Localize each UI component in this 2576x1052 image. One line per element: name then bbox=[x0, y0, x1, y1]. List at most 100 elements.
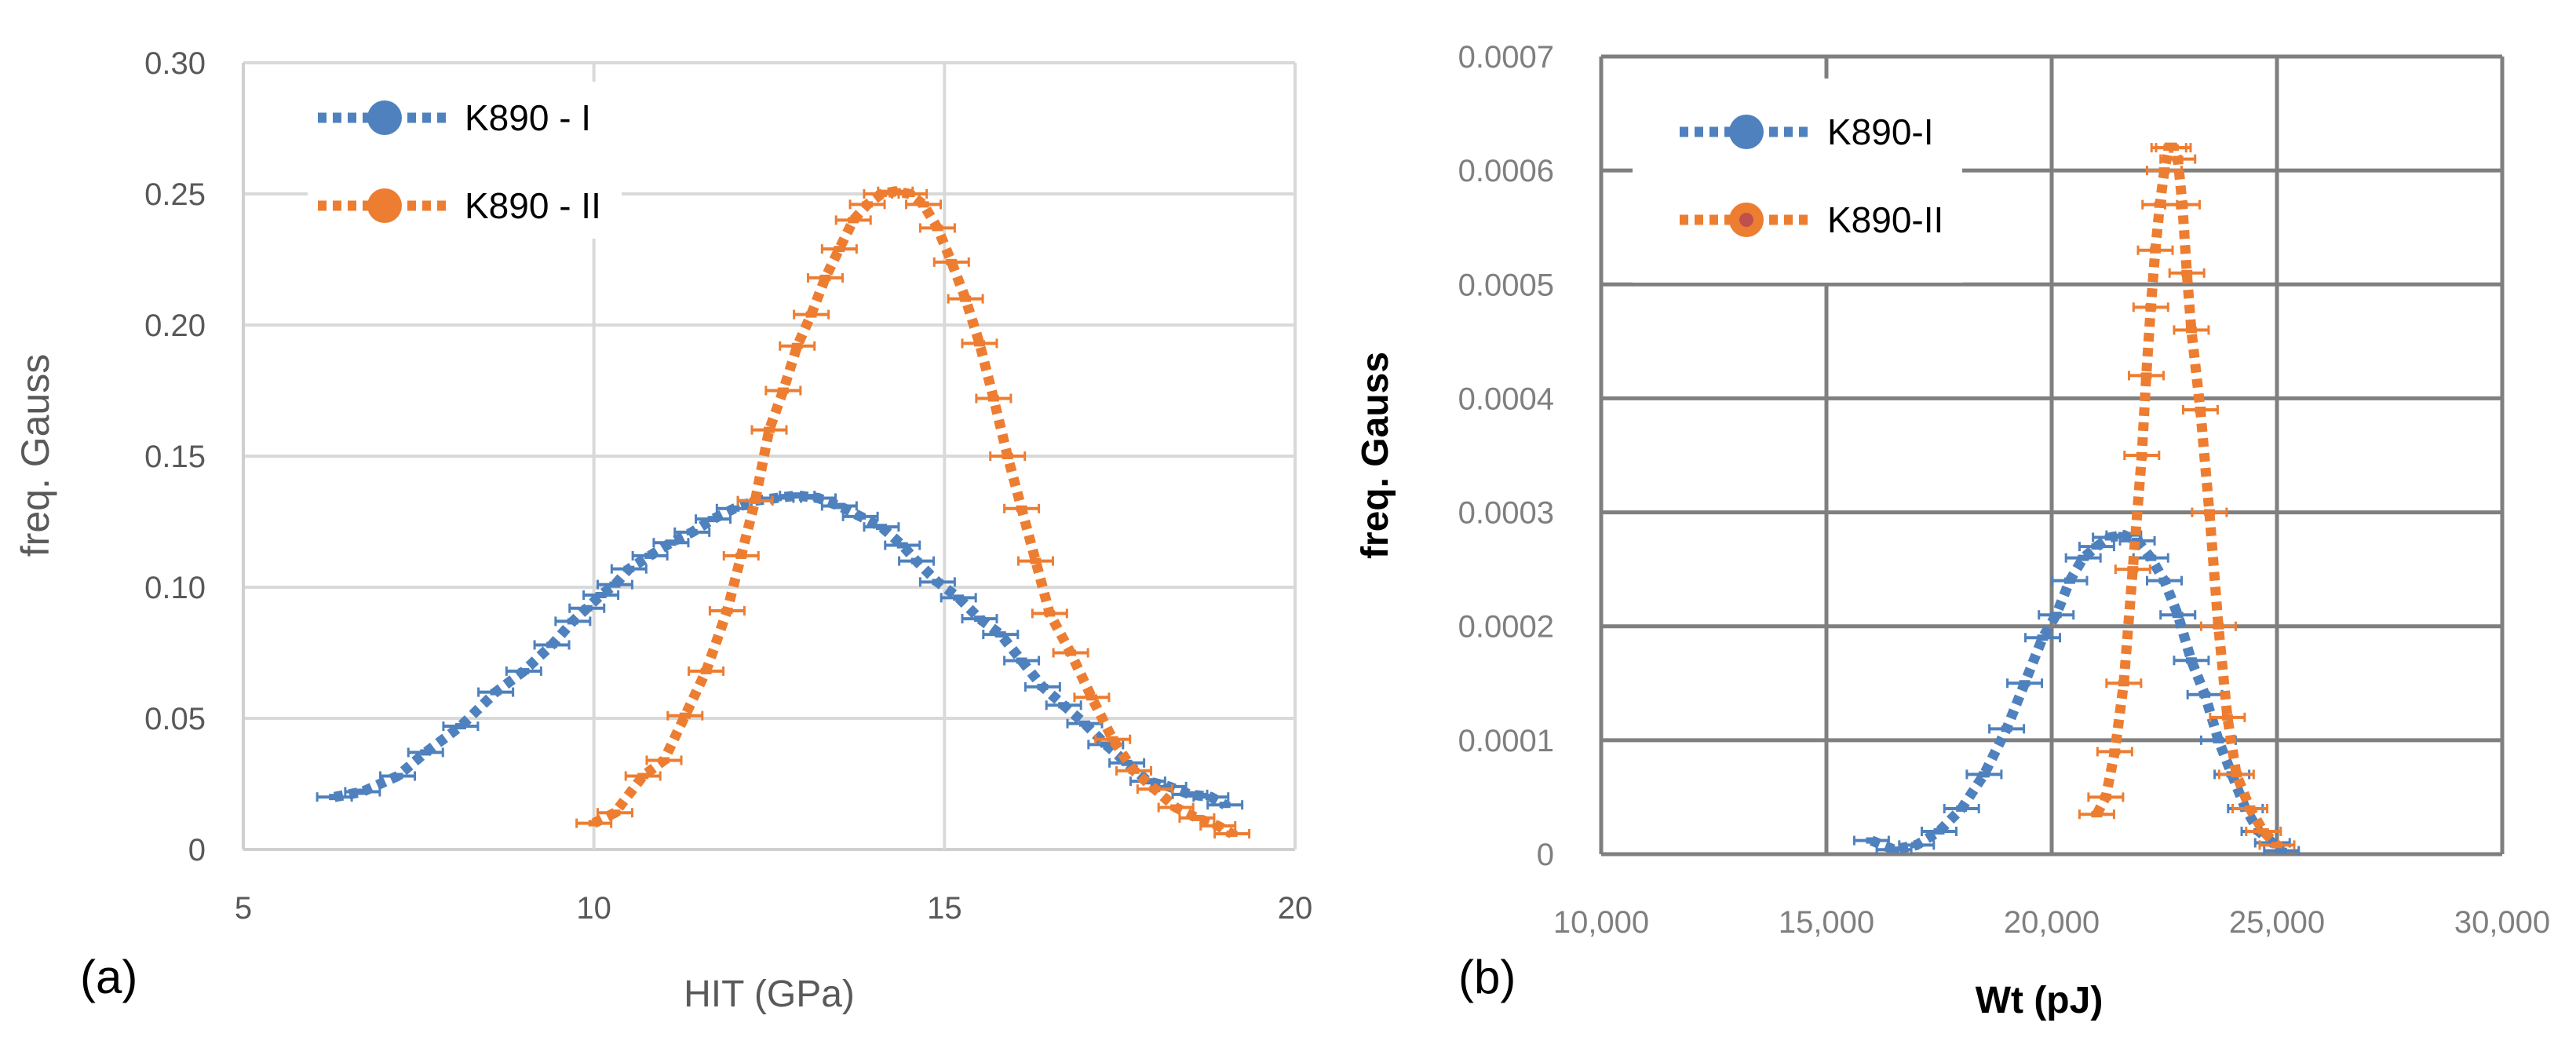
data-marker bbox=[1121, 759, 1133, 766]
data-marker bbox=[1016, 657, 1027, 664]
data-marker bbox=[735, 552, 747, 559]
y-tick-label: 0.0002 bbox=[1458, 610, 1554, 645]
data-marker bbox=[2100, 794, 2111, 801]
data-point bbox=[652, 538, 690, 548]
data-marker bbox=[2275, 847, 2287, 854]
data-marker bbox=[2195, 406, 2206, 413]
data-marker bbox=[2132, 537, 2144, 544]
data-point bbox=[344, 787, 381, 797]
data-marker bbox=[2050, 612, 2062, 619]
y-tick-label: 0.0005 bbox=[1458, 268, 1554, 302]
data-point bbox=[2159, 610, 2197, 620]
y-axis-label: freq. Gauss bbox=[13, 354, 57, 557]
data-point bbox=[2024, 633, 2062, 643]
data-point bbox=[1003, 656, 1041, 666]
data-marker bbox=[2104, 534, 2116, 541]
data-point bbox=[841, 511, 879, 521]
data-marker bbox=[896, 542, 908, 549]
y-tick-label: 0.10 bbox=[144, 571, 206, 605]
data-marker bbox=[1226, 830, 1238, 837]
series-k890-ii bbox=[2078, 142, 2296, 850]
data-point bbox=[947, 294, 984, 304]
data-marker bbox=[1065, 649, 1077, 656]
data-marker bbox=[2109, 748, 2121, 755]
data-marker bbox=[805, 311, 817, 318]
data-marker bbox=[770, 495, 782, 502]
legend-marker bbox=[367, 100, 402, 135]
x-tick-label: 25,000 bbox=[2229, 905, 2325, 940]
data-point bbox=[1031, 608, 1068, 619]
data-point bbox=[2263, 846, 2301, 856]
data-marker bbox=[686, 528, 698, 535]
series-k890-ii bbox=[575, 186, 1251, 838]
data-marker bbox=[834, 246, 845, 253]
data-marker bbox=[1978, 771, 1990, 778]
legend-background bbox=[1633, 79, 1962, 283]
data-marker bbox=[1170, 804, 1182, 811]
data-marker bbox=[960, 295, 972, 302]
data-point bbox=[1988, 724, 2026, 734]
data-marker bbox=[2150, 247, 2162, 254]
data-point bbox=[505, 666, 542, 676]
data-marker bbox=[2145, 554, 2157, 561]
chart-panel-a: 0 0.05 0.10 0.15 0.20 0.25 0.30 5 10 15 20 HIT (GPa… bbox=[13, 46, 1312, 1015]
data-point bbox=[596, 579, 633, 590]
data-marker bbox=[750, 497, 761, 504]
data-marker bbox=[1128, 767, 1140, 774]
data-point bbox=[2159, 154, 2197, 164]
data-marker bbox=[974, 340, 985, 347]
data-marker bbox=[1184, 791, 1195, 798]
data-marker bbox=[2167, 144, 2179, 152]
data-point bbox=[834, 215, 872, 225]
data-point bbox=[905, 199, 943, 210]
data-point bbox=[961, 614, 998, 624]
legend-label: K890 - II bbox=[465, 185, 601, 226]
data-marker bbox=[791, 492, 803, 499]
data-marker bbox=[2019, 680, 2031, 687]
data-point bbox=[806, 272, 844, 283]
data-marker bbox=[2257, 827, 2269, 835]
data-marker bbox=[2158, 577, 2170, 584]
data-marker bbox=[2221, 714, 2233, 721]
data-point bbox=[2123, 451, 2161, 460]
data-marker bbox=[2244, 805, 2256, 812]
data-marker bbox=[2140, 372, 2152, 379]
data-marker bbox=[1933, 827, 1945, 835]
data-point bbox=[898, 556, 936, 566]
y-tick-label: 0.30 bbox=[144, 46, 206, 81]
data-marker bbox=[623, 565, 635, 572]
data-point bbox=[1052, 648, 1089, 658]
data-marker bbox=[1002, 453, 1013, 459]
data-point bbox=[918, 223, 956, 233]
data-marker bbox=[2199, 691, 2211, 698]
y-tick-label: 0.0006 bbox=[1458, 154, 1554, 188]
data-marker bbox=[855, 513, 867, 520]
y-tick-label: 0 bbox=[188, 833, 206, 868]
data-marker bbox=[1956, 805, 1968, 812]
x-axis-label: Wt (pJ) bbox=[1976, 980, 2103, 1021]
y-tick-label: 0.15 bbox=[144, 440, 206, 474]
x-tick-label: 10 bbox=[576, 891, 611, 926]
data-point bbox=[2105, 678, 2143, 689]
data-point bbox=[1073, 692, 1111, 703]
data-marker bbox=[2172, 155, 2184, 163]
legend-marker bbox=[1729, 115, 1764, 149]
data-point bbox=[891, 189, 929, 199]
data-marker bbox=[700, 667, 712, 674]
x-tick-label: 20,000 bbox=[2004, 905, 2100, 940]
data-marker bbox=[2001, 725, 2012, 732]
data-point bbox=[1045, 700, 1082, 710]
data-marker bbox=[1219, 802, 1231, 809]
data-point bbox=[1023, 681, 1061, 692]
data-point bbox=[2181, 404, 2219, 415]
data-marker bbox=[918, 201, 929, 208]
data-point bbox=[932, 257, 970, 267]
data-point bbox=[863, 522, 900, 532]
data-point bbox=[2132, 302, 2169, 312]
legend-entry: K890 - I bbox=[318, 97, 591, 138]
data-point bbox=[2217, 769, 2255, 780]
data-point bbox=[2173, 656, 2210, 666]
data-point bbox=[2038, 610, 2075, 620]
data-marker bbox=[588, 820, 600, 827]
x-tick-label: 15,000 bbox=[1779, 905, 1874, 940]
